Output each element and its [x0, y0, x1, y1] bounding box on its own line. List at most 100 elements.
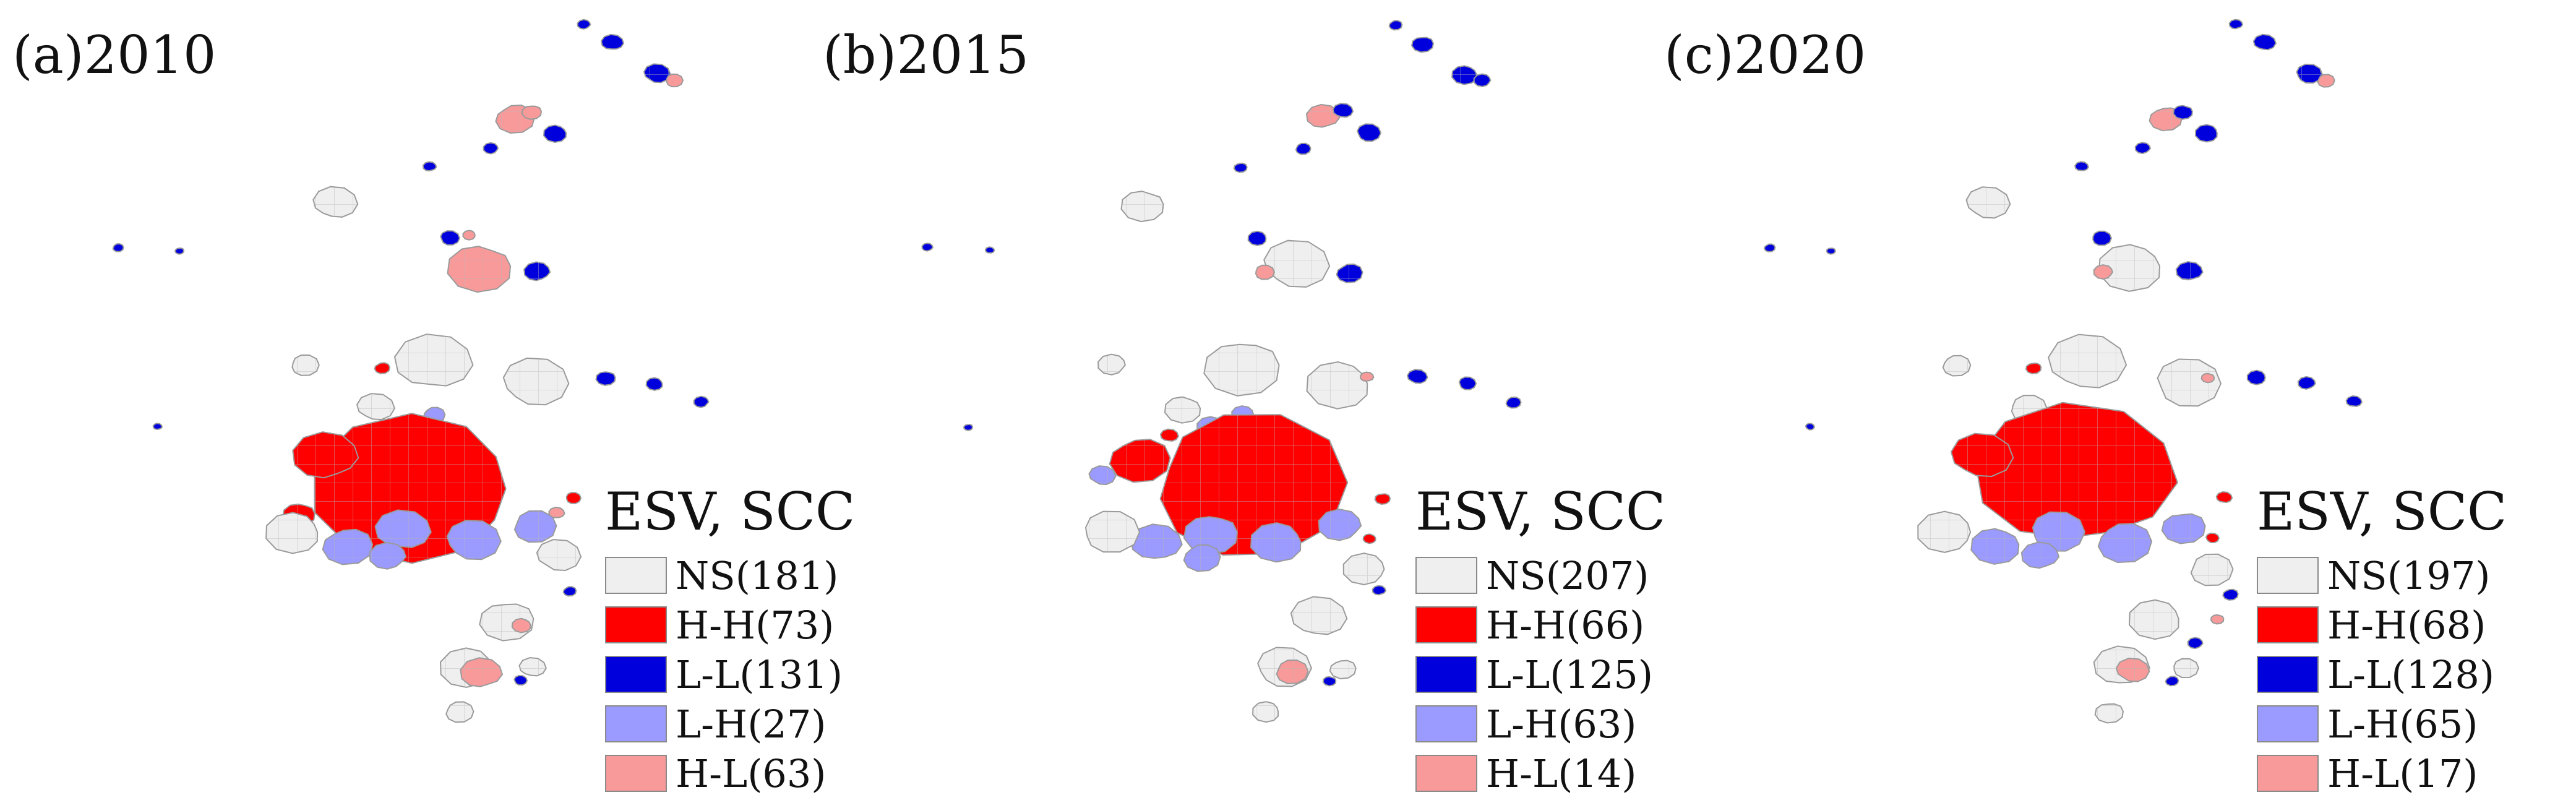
map-grid-overlay — [1086, 511, 1140, 552]
legend-count: (125) — [1550, 651, 1654, 697]
map-patch-l-l — [1406, 369, 1428, 384]
map-patch-l-l — [984, 246, 995, 254]
legend-label: H-H — [2327, 602, 2408, 648]
panel-title: (a)2010 — [12, 25, 217, 85]
map-panel-2015: (b)2015 ESV, SCC NS (207) H-H (66) L-L (125… — [810, 0, 1669, 808]
map-patch-l-l — [2222, 588, 2239, 601]
legend-count: (66) — [1566, 602, 1645, 648]
map-patch-l-l — [2187, 637, 2204, 650]
map-patch-h-h — [374, 362, 391, 374]
map-grid-overlay — [375, 510, 431, 548]
map-grid-overlay — [1253, 702, 1279, 723]
map-patch-h-l — [2210, 614, 2225, 625]
map-patch-l-l — [2134, 142, 2152, 155]
map-patch-h-h — [2215, 491, 2233, 504]
map-2010 — [112, 19, 710, 723]
map-patch-l-l — [422, 161, 437, 172]
map-grid-overlay — [460, 658, 502, 687]
legend-item-ns: NS (207) — [1415, 551, 1663, 600]
map-grid-overlay — [1452, 66, 1477, 85]
map-grid-overlay — [1121, 191, 1164, 222]
map-grid-overlay — [2021, 542, 2059, 569]
map-patch-l-l — [2252, 33, 2277, 51]
legend-item-ll: L-L (128) — [2257, 650, 2504, 699]
map-grid-overlay — [1307, 104, 1340, 127]
map-grid-overlay — [1336, 264, 1363, 283]
map-grid-overlay — [2098, 523, 2152, 563]
legend-title: ESV, SCC — [2257, 481, 2507, 542]
map-patch-h-l — [1255, 264, 1275, 280]
map-grid-overlay — [1251, 523, 1301, 562]
map-patch-h-l — [666, 73, 684, 88]
map-grid-overlay — [313, 186, 358, 217]
map-patch-l-l — [1332, 103, 1354, 118]
swatch-hh — [1415, 606, 1477, 643]
map-grid-overlay — [2129, 600, 2179, 640]
map-patch-l-l — [1388, 20, 1403, 31]
map-grid-overlay — [292, 355, 319, 376]
map-patch-h-h — [1159, 428, 1180, 442]
legend-label: L-L — [2327, 651, 2392, 697]
map-panel-2020: (c)2020 ESV, SCC NS (197) H-H (68) L-L (128… — [1652, 0, 2510, 808]
legend-item-ll: L-L (125) — [1415, 650, 1663, 699]
legend-item-lh: L-H (63) — [1415, 699, 1663, 749]
swatch-hh — [2257, 606, 2319, 643]
map-grid-overlay — [293, 432, 359, 478]
map-patch-l-l — [693, 395, 710, 408]
map-grid-overlay — [524, 262, 551, 281]
map-patch-h-h — [2025, 362, 2042, 375]
map-patch-h-h — [565, 492, 582, 504]
legend-count: (207) — [1545, 552, 1649, 598]
map-patch-l-l — [1473, 73, 1492, 87]
map-patch-l-l — [2194, 124, 2218, 143]
map-grid-overlay — [1971, 528, 2019, 564]
map-grid-overlay — [2098, 244, 2160, 291]
legend-item-lh: L-H (27) — [605, 699, 852, 749]
legend-item-ns: NS (181) — [605, 551, 852, 600]
legend-label: L-H — [676, 701, 748, 747]
legend-label: NS — [1486, 552, 1546, 598]
legend: ESV, SCC NS (207) H-H (66) L-L (125) L-H (63… — [1415, 481, 1666, 798]
map-grid-overlay — [357, 393, 395, 420]
map-patch-h-l — [1359, 371, 1375, 382]
map-grid-overlay — [1307, 362, 1368, 409]
map-grid-overlay — [503, 358, 569, 405]
legend-label: L-L — [676, 651, 740, 697]
map-panel-2010: (a)2010 ESV, SCC NS (181) H-H (73) L-L (131… — [0, 0, 859, 808]
legend-item-lh: L-H (65) — [2257, 699, 2504, 749]
map-patch-h-l — [2317, 74, 2335, 88]
map-grid-overlay — [2191, 554, 2233, 586]
map-grid-overlay — [2176, 262, 2203, 280]
legend-count: (63) — [747, 750, 826, 796]
map-grid-overlay — [2116, 658, 2150, 682]
legend-label: H-H — [676, 602, 756, 648]
map-grid-overlay — [447, 246, 511, 293]
map-grid-overlay — [2032, 512, 2085, 551]
legend: ESV, SCC NS (181) H-H (73) L-L (131) L-H (27… — [605, 481, 855, 798]
legend-item-hl: H-L (14) — [1415, 749, 1663, 798]
map-patch-l-l — [1322, 676, 1337, 687]
panel-title: (b)2015 — [823, 25, 1029, 85]
map-patch-l-l — [1826, 247, 1836, 255]
map-grid-overlay — [514, 510, 557, 543]
swatch-hl — [2257, 755, 2319, 792]
swatch-lh — [2257, 705, 2319, 742]
legend-label: L-H — [2327, 701, 2400, 747]
legend-label: NS — [2327, 552, 2387, 598]
legend-title: ESV, SCC — [1415, 481, 1666, 542]
legend-label: L-H — [1486, 701, 1558, 747]
map-patch-l-l — [513, 674, 528, 686]
legend-item-hl: H-L (63) — [605, 749, 852, 798]
map-patch-l-l — [600, 33, 625, 50]
map-patch-l-l — [1411, 37, 1434, 53]
map-patch-l-l — [1295, 142, 1312, 155]
map-grid-overlay — [2174, 658, 2199, 677]
map-grid-overlay — [1164, 397, 1201, 423]
map-grid-overlay — [1204, 344, 1279, 396]
map-patch-h-l — [521, 105, 543, 120]
map-grid-overlay — [2048, 334, 2127, 388]
map-grid-overlay — [1131, 524, 1182, 559]
map-2020 — [1763, 19, 2363, 724]
map-patch-h-h — [1374, 493, 1391, 505]
map-patch-l-l — [152, 423, 163, 430]
